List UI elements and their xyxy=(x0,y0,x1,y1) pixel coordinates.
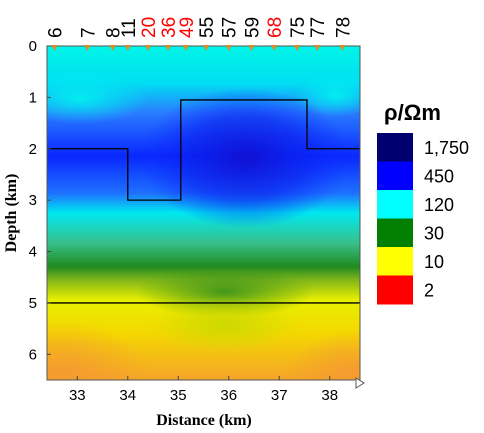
plot-frame xyxy=(46,45,361,381)
station-label: 8 xyxy=(104,27,125,38)
upper-layer-boundary xyxy=(47,99,360,201)
station-marker xyxy=(314,45,321,51)
station-label: 49 xyxy=(177,17,198,38)
legend-swatch xyxy=(377,218,413,248)
y-tick-label: 2 xyxy=(29,141,37,158)
station-label: 36 xyxy=(159,17,180,38)
layer-boundaries xyxy=(47,99,360,304)
legend-swatch xyxy=(377,161,413,191)
y-axis-label: Depth (km) xyxy=(3,174,20,253)
yellow-center xyxy=(150,297,300,353)
legend-label: 10 xyxy=(424,252,444,272)
y-tick-label: 6 xyxy=(29,346,37,363)
station-label: 77 xyxy=(308,17,329,38)
station-label: 75 xyxy=(288,17,309,38)
station-label: 7 xyxy=(78,27,99,38)
station-marker xyxy=(51,45,58,51)
legend-label: 2 xyxy=(424,281,434,301)
station-label: 20 xyxy=(139,17,160,38)
station-label: 55 xyxy=(197,17,218,38)
orange-bottom-right xyxy=(285,330,360,380)
station-marker xyxy=(109,45,116,51)
y-tick-label: 5 xyxy=(29,295,37,312)
x-tick-label: 33 xyxy=(69,387,86,404)
cyan-shallow-left xyxy=(47,72,150,124)
orange-bottom-left xyxy=(47,320,150,380)
station-label: 57 xyxy=(220,17,241,38)
station-label: 68 xyxy=(265,17,286,38)
station-marker xyxy=(339,45,346,51)
profile-end-marker xyxy=(355,377,365,389)
x-axis-ticks: 33 34 35 36 37 38 xyxy=(69,376,338,404)
y-tick-label: 1 xyxy=(29,89,37,106)
station-marker xyxy=(225,45,232,51)
station-markers xyxy=(51,45,346,51)
legend-swatch xyxy=(377,133,413,162)
y-tick-label: 3 xyxy=(29,192,37,209)
station-label: 11 xyxy=(119,18,140,38)
legend-swatch xyxy=(377,190,413,219)
legend-swatch xyxy=(377,247,413,276)
station-marker xyxy=(248,45,255,51)
station-marker xyxy=(84,45,91,51)
station-marker xyxy=(182,45,189,51)
legend: ρ/Ωm 1,750 450 120 30 10 2 xyxy=(377,100,469,305)
station-marker xyxy=(293,45,300,51)
conductive-core xyxy=(140,88,350,228)
x-axis-label: Distance (km) xyxy=(156,412,252,429)
y-tick-label: 0 xyxy=(29,38,37,55)
legend-title: ρ/Ωm xyxy=(384,100,441,125)
legend-swatch xyxy=(377,275,413,305)
x-tick-label: 38 xyxy=(321,387,338,404)
station-marker xyxy=(271,45,278,51)
x-tick-label: 35 xyxy=(170,387,187,404)
legend-label: 1,750 xyxy=(424,138,469,158)
station-label: 6 xyxy=(46,27,67,38)
legend-entries: 1,750 450 120 30 10 2 xyxy=(377,133,469,305)
x-tick-label: 34 xyxy=(119,387,136,404)
x-tick-label: 37 xyxy=(271,387,288,404)
x-tick-label: 36 xyxy=(220,387,237,404)
legend-label: 450 xyxy=(424,167,454,187)
y-tick-label: 4 xyxy=(29,244,37,261)
station-marker xyxy=(203,45,210,51)
station-marker xyxy=(144,45,151,51)
station-marker xyxy=(124,45,131,51)
legend-label: 120 xyxy=(424,195,454,215)
station-label: 78 xyxy=(333,17,354,38)
resistivity-field xyxy=(47,46,360,380)
station-marker xyxy=(165,45,172,51)
legend-label: 30 xyxy=(424,224,444,244)
y-axis-ticks: 0 1 2 3 4 5 6 xyxy=(29,38,51,363)
station-label: 59 xyxy=(242,17,263,38)
